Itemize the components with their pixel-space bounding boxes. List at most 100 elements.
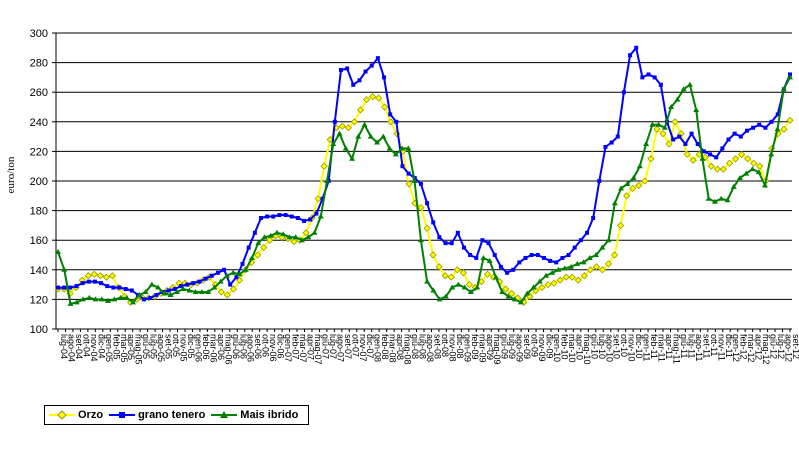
x-tick-label: ago-08 — [425, 334, 435, 362]
x-tick-label: lug-08 — [418, 334, 428, 359]
data-point-grano-tenero — [123, 287, 128, 292]
x-tick-label: giu-08 — [410, 334, 420, 359]
x-tick-label: apr-09 — [485, 334, 495, 360]
data-point-mais-ibrido — [155, 284, 162, 290]
data-point-mais-ibrido — [780, 86, 787, 92]
x-tick-label: mar-07 — [298, 334, 308, 363]
x-tick-label: apr-06 — [216, 334, 226, 360]
data-point-orzo — [659, 130, 667, 138]
data-point-orzo — [387, 118, 395, 126]
x-tick-label: apr-07 — [305, 334, 315, 360]
data-point-grano-tenero — [92, 279, 97, 284]
x-tick-label: apr-05 — [126, 334, 136, 360]
x-tick-label: giu-12 — [769, 334, 779, 359]
data-point-grano-tenero — [455, 230, 460, 235]
data-point-grano-tenero — [215, 270, 220, 275]
x-tick-label: ago-07 — [335, 334, 345, 362]
data-point-orzo — [417, 204, 425, 212]
data-point-grano-tenero — [265, 214, 270, 219]
data-point-mais-ibrido — [349, 155, 356, 161]
data-point-orzo — [550, 279, 558, 287]
data-point-mais-ibrido — [180, 286, 187, 292]
data-point-orzo — [719, 165, 728, 173]
legend-label-orzo: Orzo — [78, 409, 104, 421]
data-point-grano-tenero — [418, 181, 423, 186]
x-tick-label: nov-07 — [358, 334, 368, 362]
y-tick-label: 200 — [30, 176, 48, 188]
data-point-orzo — [375, 94, 383, 102]
data-point-mais-ibrido — [248, 254, 255, 260]
data-point-orzo — [744, 155, 752, 163]
data-point-orzo — [610, 251, 619, 259]
data-point-grano-tenero — [86, 279, 91, 284]
data-point-mais-ibrido — [374, 139, 381, 145]
data-point-grano-tenero — [695, 142, 700, 146]
data-point-grano-tenero — [302, 218, 307, 223]
data-point-mais-ibrido — [355, 133, 362, 139]
data-point-orzo — [429, 251, 437, 259]
data-point-mais-ibrido — [442, 293, 449, 299]
data-point-grano-tenero — [129, 288, 134, 293]
x-tick-label: ago-06 — [246, 334, 256, 362]
data-point-mais-ibrido — [524, 290, 531, 296]
data-point-orzo — [217, 288, 225, 296]
series-line-mais-ibrido — [57, 76, 791, 306]
data-point-grano-tenero — [492, 253, 497, 257]
x-tick-label: giu-07 — [320, 334, 330, 359]
data-point-grano-tenero — [351, 82, 356, 87]
data-point-mais-ibrido — [517, 299, 524, 305]
x-tick-label: giu-10 — [589, 334, 599, 359]
x-tick-label: set-04 — [74, 334, 84, 359]
data-point-grano-tenero — [560, 255, 565, 260]
data-point-orzo — [260, 244, 268, 252]
data-point-grano-tenero — [732, 131, 737, 136]
data-point-mais-ibrido — [436, 296, 443, 302]
x-tick-label: mag-11 — [671, 334, 681, 364]
data-point-orzo — [750, 159, 758, 167]
data-point-mais-ibrido — [148, 281, 155, 287]
data-point-grano-tenero — [591, 216, 596, 220]
data-point-grano-tenero — [332, 119, 337, 124]
x-tick-label: ago-10 — [604, 334, 614, 362]
x-tick-label: dic-08 — [455, 334, 465, 359]
data-point-orzo — [381, 103, 389, 111]
data-point-grano-tenero — [523, 255, 528, 260]
data-point-mais-ibrido — [86, 294, 93, 300]
x-tick-label: apr-12 — [754, 334, 764, 360]
data-point-mais-ibrido — [417, 237, 424, 243]
data-point-grano-tenero — [382, 75, 387, 80]
data-point-mais-ibrido — [367, 133, 374, 139]
x-tick-label: mar-11 — [657, 334, 667, 362]
data-point-mais-ibrido — [198, 289, 205, 294]
x-tick-label: gen-10 — [552, 334, 562, 362]
x-tick-label: mag-07 — [313, 334, 323, 365]
data-point-orzo — [556, 276, 564, 284]
x-tick-label: giu-06 — [231, 334, 241, 359]
data-point-mais-ibrido — [461, 284, 468, 290]
data-point-grano-tenero — [480, 238, 485, 243]
data-point-mais-ibrido — [173, 289, 180, 294]
data-point-grano-tenero — [621, 90, 626, 95]
data-point-mais-ibrido — [536, 278, 543, 284]
x-tick-label: mar-12 — [746, 334, 756, 363]
x-tick-label: dic-05 — [186, 334, 196, 359]
data-point-orzo — [725, 159, 734, 167]
data-point-mais-ibrido — [605, 237, 612, 243]
data-point-orzo — [665, 140, 673, 148]
data-point-grano-tenero — [757, 122, 762, 127]
data-point-grano-tenero — [185, 282, 190, 287]
data-point-grano-tenero — [222, 267, 227, 272]
data-point-grano-tenero — [369, 63, 374, 68]
data-point-mais-ibrido — [211, 284, 218, 290]
data-point-grano-tenero — [314, 211, 319, 216]
data-point-orzo — [465, 281, 473, 289]
data-point-orzo — [423, 224, 431, 232]
x-tick-label: giu-09 — [500, 334, 510, 359]
x-tick-label: mar-06 — [208, 334, 218, 363]
x-tick-label: nov-05 — [179, 334, 189, 362]
data-point-grano-tenero — [572, 245, 577, 250]
data-point-grano-tenero — [658, 82, 663, 87]
x-tick-label: ott-08 — [440, 334, 450, 357]
x-tick-label: feb-06 — [201, 334, 211, 360]
data-point-mais-ibrido — [405, 145, 412, 151]
